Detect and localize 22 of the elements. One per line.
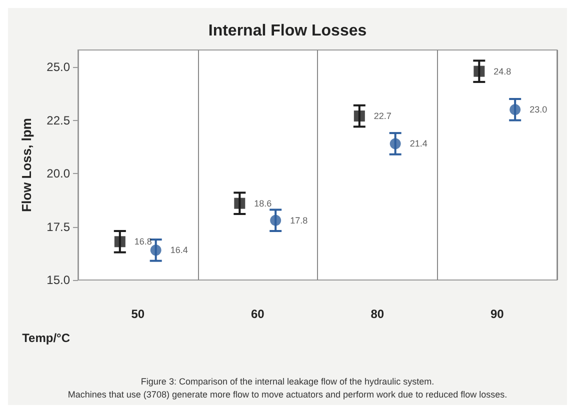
data-label: 18.6 xyxy=(254,198,272,208)
y-tick-label: 20.0 xyxy=(46,166,70,181)
x-axis-title: Temp/°C xyxy=(22,331,70,345)
y-tick-label: 15.0 xyxy=(46,273,70,287)
caption: Figure 3: Comparison of the internal leakage flow of the hydraulic system. xyxy=(140,376,434,386)
x-tick-label: 80 xyxy=(370,307,384,321)
data-label: 22.7 xyxy=(374,111,392,122)
data-label: 24.8 xyxy=(494,66,512,76)
y-axis-title: Flow Loss, lpm xyxy=(19,118,34,212)
x-tick-label: 90 xyxy=(490,307,504,321)
chart-title: Internal Flow Losses xyxy=(208,22,367,40)
data-label: 21.4 xyxy=(410,138,428,149)
data-label: 16.4 xyxy=(170,245,188,256)
data-label: 17.8 xyxy=(290,215,308,226)
text: Machines that use (3708) generate more flow to move actuators and perform work due to reduced flow losses. xyxy=(68,390,508,400)
data-label: 16.8 xyxy=(134,236,152,247)
y-tick-label: 17.5 xyxy=(46,220,70,234)
y-tick-label: 22.5 xyxy=(46,113,70,128)
data-label: 23.0 xyxy=(530,104,548,115)
x-tick-label: 60 xyxy=(250,307,265,321)
y-tick-label: 25.0 xyxy=(46,60,70,74)
x-tick-label: 50 xyxy=(131,307,145,321)
